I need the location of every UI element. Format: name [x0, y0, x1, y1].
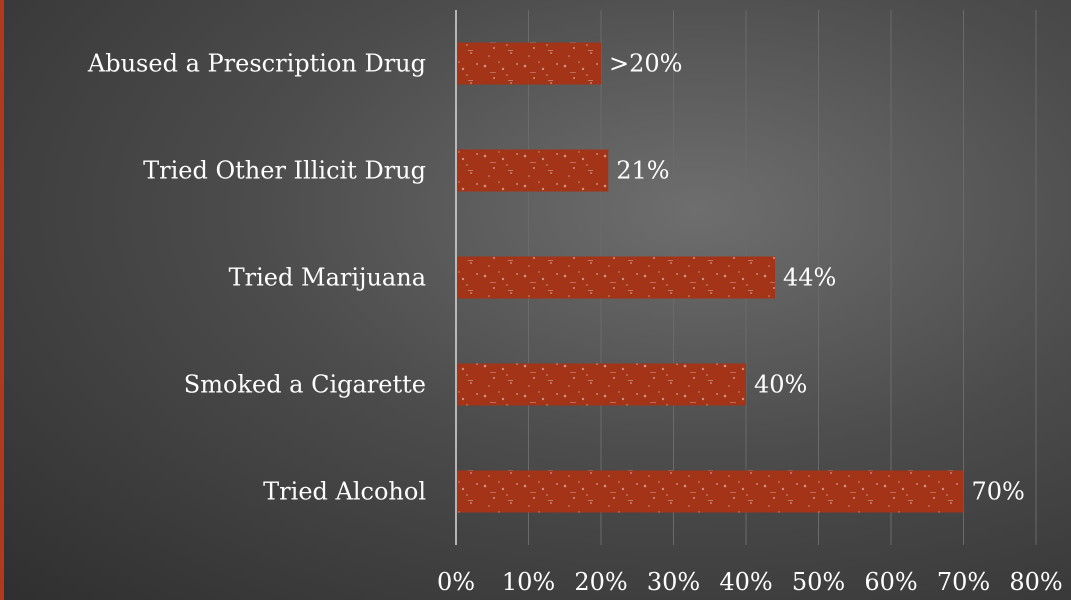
x-tick-label: 20%	[574, 568, 627, 596]
x-tick-label: 70%	[937, 568, 990, 596]
x-tick-label: 0%	[437, 568, 475, 596]
bar	[457, 149, 609, 192]
x-tick-label: 10%	[502, 568, 555, 596]
data-label: 70%	[972, 478, 1025, 506]
category-label: Tried Marijuana	[229, 264, 426, 292]
bar	[457, 363, 746, 406]
bar	[457, 42, 601, 85]
left-accent-bar	[0, 0, 4, 600]
x-tick-label: 40%	[719, 568, 772, 596]
x-tick-label: 30%	[647, 568, 700, 596]
category-labels: Abused a Prescription Drug Tried Other Il…	[87, 50, 426, 506]
gridlines	[528, 10, 1037, 545]
x-tick-label: 60%	[864, 568, 917, 596]
category-label: Tried Alcohol	[263, 478, 426, 506]
category-label: Abused a Prescription Drug	[87, 50, 426, 78]
x-tick-labels: 0% 10% 20% 30% 40% 50% 60% 70% 80%	[437, 568, 1063, 596]
bar	[457, 256, 775, 299]
data-labels: >20% 21% 44% 40% 70%	[609, 50, 1025, 506]
data-label: 40%	[754, 371, 807, 399]
bar	[457, 470, 964, 513]
bars	[457, 42, 964, 513]
x-tick-label: 50%	[792, 568, 845, 596]
data-label: >20%	[609, 50, 682, 78]
data-label: 44%	[783, 264, 836, 292]
data-label: 21%	[616, 157, 669, 185]
x-tick-label: 80%	[1009, 568, 1062, 596]
category-label: Tried Other Illicit Drug	[143, 157, 426, 185]
category-label: Smoked a Cigarette	[184, 371, 426, 399]
